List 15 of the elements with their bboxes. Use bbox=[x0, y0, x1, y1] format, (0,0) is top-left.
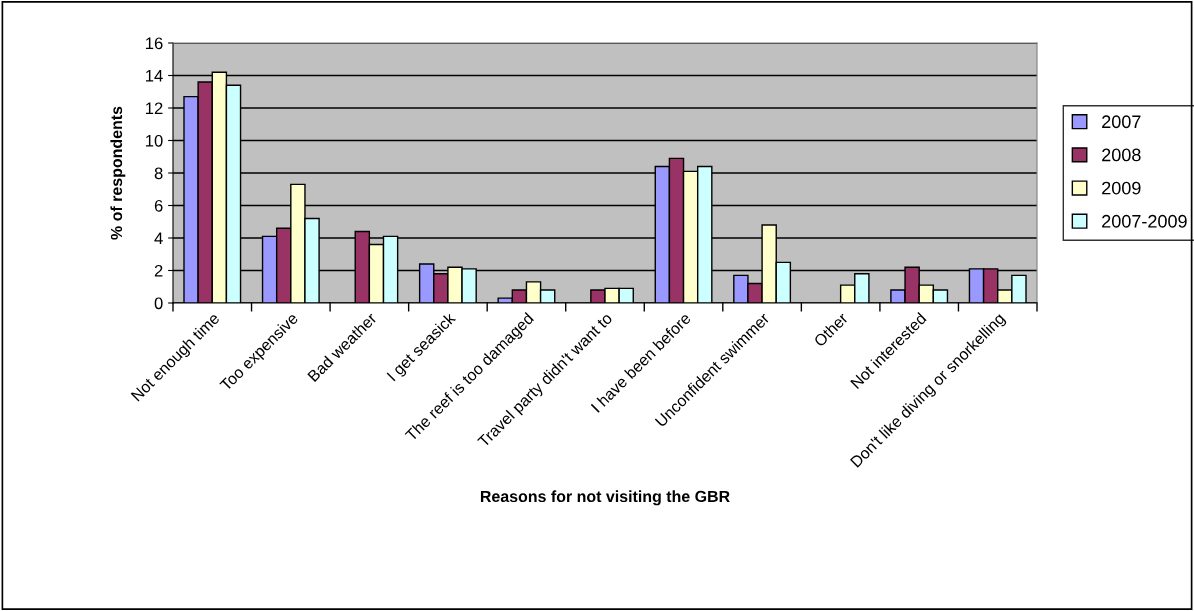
y-tick-label: 12 bbox=[146, 102, 163, 115]
y-tick-label: 14 bbox=[146, 70, 163, 82]
x-axis-title: Reasons for not visiting the GBR bbox=[480, 490, 730, 506]
y-tick-label: 0 bbox=[154, 297, 163, 310]
legend-label: 2007-2009 bbox=[1102, 214, 1187, 228]
legend-label: 2008 bbox=[1102, 148, 1141, 162]
legend-label: 2007 bbox=[1102, 115, 1141, 129]
y-tick-label: 16 bbox=[146, 37, 163, 50]
y-axis-title: % of respondents bbox=[110, 106, 126, 240]
y-tick-label: 8 bbox=[154, 167, 163, 180]
y-tick-label: 2 bbox=[154, 264, 163, 277]
y-tick-label: 6 bbox=[154, 199, 163, 212]
y-tick-label: 4 bbox=[154, 232, 163, 245]
y-tick-label: 10 bbox=[146, 134, 163, 147]
legend-label: 2009 bbox=[1102, 181, 1141, 195]
